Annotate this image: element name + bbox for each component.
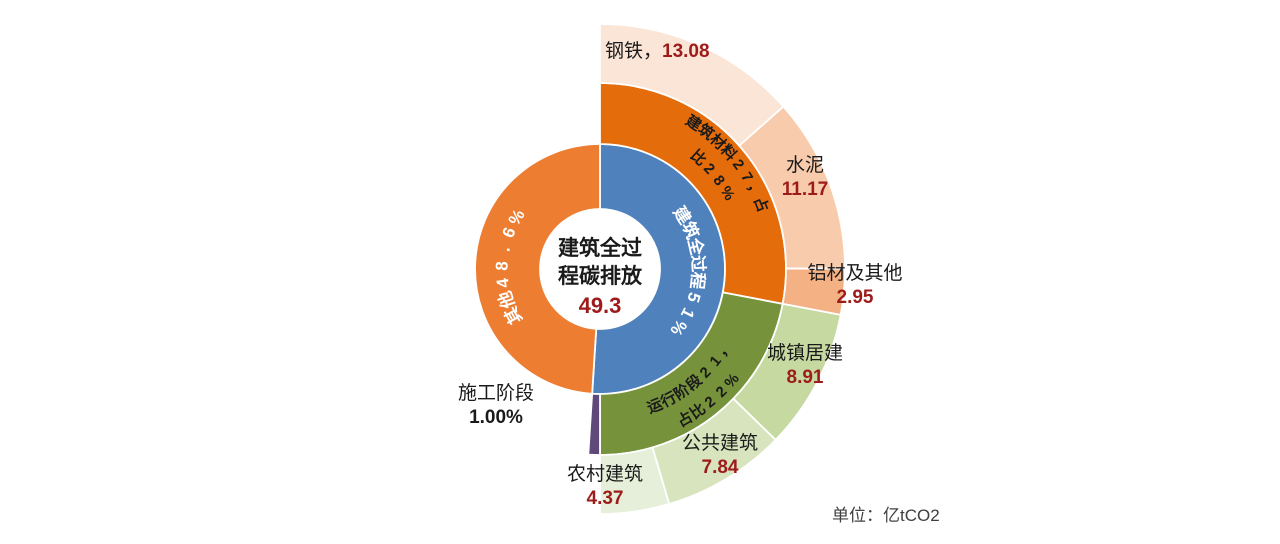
svg-text:过: 过 — [688, 255, 708, 273]
svg-text:8: 8 — [492, 261, 511, 271]
svg-text:建筑全过: 建筑全过 — [558, 236, 642, 260]
svg-text:程: 程 — [687, 271, 708, 290]
svg-text:程碳排放: 程碳排放 — [558, 264, 643, 288]
svg-text:49.3: 49.3 — [579, 293, 622, 318]
